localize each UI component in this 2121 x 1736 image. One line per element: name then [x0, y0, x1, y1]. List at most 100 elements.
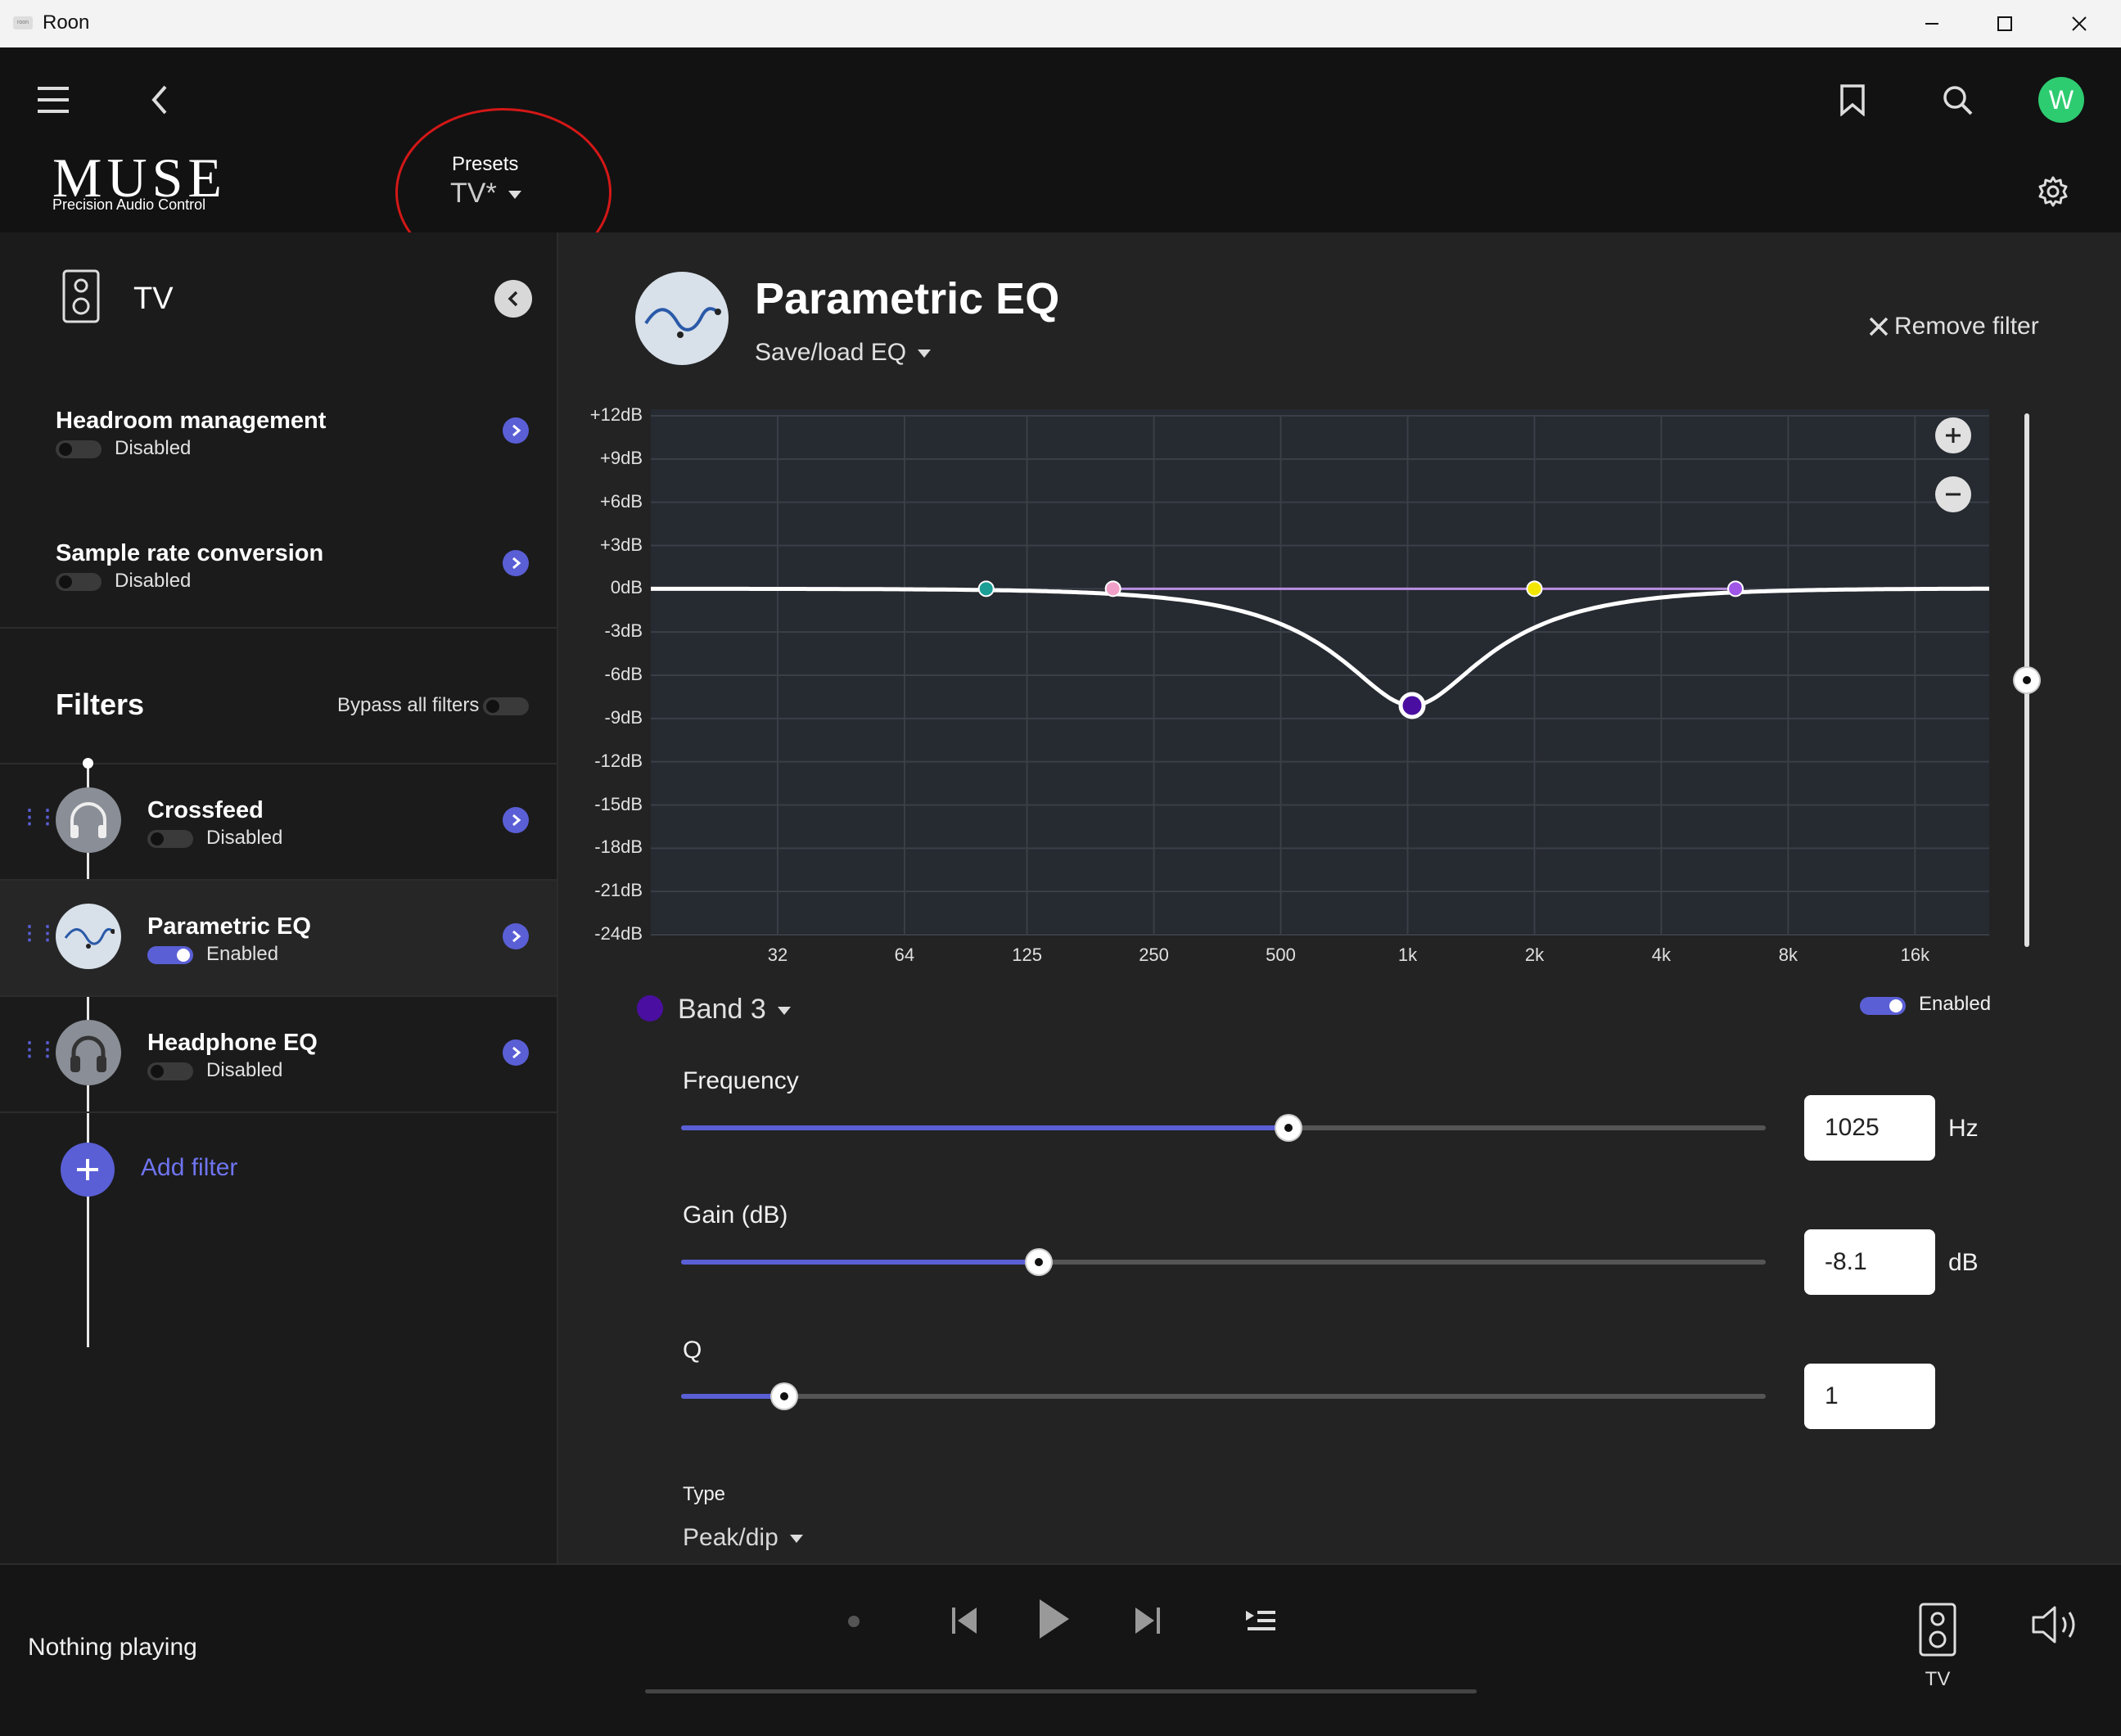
page-title: Parametric EQ	[755, 274, 1060, 323]
next-button[interactable]	[1133, 1604, 1162, 1641]
band-1-marker	[977, 580, 995, 597]
filter-status: Disabled	[206, 1059, 283, 1081]
headroom-toggle[interactable]	[56, 440, 102, 458]
q-slider[interactable]	[681, 1394, 1766, 1399]
y-tick-label: 0dB	[610, 577, 643, 598]
volume-button[interactable]	[2030, 1604, 2084, 1649]
hamburger-menu-button[interactable]	[36, 85, 70, 119]
remove-filter-label: Remove filter	[1894, 313, 2039, 340]
bypass-all-toggle[interactable]	[483, 697, 529, 715]
chevron-right-icon	[512, 424, 521, 437]
divider	[0, 627, 557, 629]
headroom-status: Disabled	[115, 437, 192, 459]
x-tick-label: 2k	[1524, 945, 1545, 965]
eq-graph-area[interactable]	[651, 409, 1989, 933]
chevron-left-icon	[508, 291, 518, 307]
filter-status: Disabled	[206, 827, 283, 849]
add-filter-link[interactable]: Add filter	[141, 1154, 238, 1181]
filter-item-headphone-eq[interactable]: ⋮⋮ Headphone EQ Disabled	[0, 997, 557, 1111]
q-input[interactable]: 1	[1804, 1364, 1935, 1429]
skip-previous-icon	[952, 1607, 977, 1634]
zoom-out-button[interactable]	[1935, 476, 1971, 512]
x-tick-label: 8k	[1778, 945, 1798, 965]
caret-down-icon	[789, 1535, 803, 1544]
graph-vertical-slider-thumb[interactable]	[2015, 668, 2039, 692]
divider	[0, 879, 557, 881]
y-tick-label: +6dB	[600, 490, 643, 512]
y-tick-label: +3dB	[600, 534, 643, 555]
drag-handle-icon[interactable]: ⋮⋮	[20, 1039, 57, 1061]
search-button[interactable]	[1942, 84, 1974, 121]
maximize-button[interactable]	[1967, 0, 2042, 47]
window-title: Roon	[43, 11, 90, 34]
previous-button[interactable]	[950, 1604, 979, 1641]
bookmark-icon	[1840, 84, 1865, 117]
y-tick-label: +12dB	[589, 404, 643, 425]
minimize-button[interactable]	[1894, 0, 1970, 47]
q-label: Q	[683, 1337, 702, 1364]
zoom-in-button[interactable]	[1935, 417, 1971, 453]
queue-button[interactable]	[1244, 1607, 1277, 1638]
gain-input[interactable]: -8.1	[1804, 1229, 1935, 1295]
headphone-eq-icon	[56, 1020, 121, 1085]
crossfeed-toggle[interactable]	[147, 830, 193, 848]
parametric-eq-toggle[interactable]	[147, 946, 193, 964]
drag-handle-icon[interactable]: ⋮⋮	[20, 806, 57, 828]
filter-item-crossfeed[interactable]: ⋮⋮ Crossfeed Disabled	[0, 764, 557, 879]
sample-rate-title: Sample rate conversion	[56, 540, 324, 566]
headphone-eq-open-button[interactable]	[503, 1039, 529, 1066]
now-playing-status: Nothing playing	[28, 1634, 197, 1661]
app-header	[0, 47, 2121, 232]
sample-rate-open-button[interactable]	[503, 550, 529, 576]
divider	[0, 1111, 557, 1113]
eq-response-curve	[651, 586, 1989, 708]
drag-handle-icon[interactable]: ⋮⋮	[20, 922, 57, 945]
filter-type-dropdown[interactable]: Peak/dip	[683, 1524, 803, 1552]
sample-rate-toggle[interactable]	[56, 573, 102, 591]
q-slider-thumb[interactable]	[771, 1384, 797, 1409]
filter-item-parametric-eq[interactable]: ⋮⋮ Parametric EQ Enabled	[0, 881, 557, 995]
crossfeed-open-button[interactable]	[503, 807, 529, 833]
frequency-slider-thumb[interactable]	[1276, 1116, 1301, 1140]
parametric-eq-open-button[interactable]	[503, 923, 529, 949]
bookmark-button[interactable]	[1839, 83, 1866, 120]
gain-slider-thumb[interactable]	[1027, 1250, 1052, 1274]
settings-button[interactable]	[2037, 175, 2069, 212]
frequency-input[interactable]: 1025	[1804, 1095, 1935, 1161]
band-enabled-toggle[interactable]	[1860, 997, 1906, 1015]
headphone-eq-toggle[interactable]	[147, 1062, 193, 1080]
close-window-button[interactable]	[2042, 0, 2117, 47]
play-button[interactable]	[1036, 1596, 1072, 1646]
x-tick-label: 16k	[1900, 945, 1930, 965]
y-tick-label: -12dB	[594, 750, 643, 771]
save-load-eq-dropdown[interactable]: Save/load EQ	[755, 339, 932, 367]
player-bar	[0, 1563, 2121, 1736]
filter-chain-start-dot	[83, 758, 93, 769]
y-tick-label: -6dB	[604, 664, 643, 684]
user-avatar[interactable]: W	[2038, 77, 2084, 123]
band-2-marker	[1104, 580, 1121, 597]
band-dropdown[interactable]: Band 3	[678, 994, 791, 1026]
q-slider-fill	[681, 1394, 784, 1399]
gain-slider[interactable]	[681, 1260, 1766, 1265]
x-tick-label: 125	[1012, 945, 1042, 965]
remove-filter-button[interactable]: Remove filter	[1868, 313, 2039, 340]
dsp-sidebar: TV Headroom management Disabled Sample r…	[0, 232, 558, 1563]
back-button[interactable]	[147, 83, 172, 120]
x-tick-label: 500	[1266, 945, 1296, 965]
gear-icon	[2038, 176, 2068, 207]
y-tick-label: -15dB	[594, 793, 643, 814]
x-tick-label: 32	[767, 945, 788, 965]
seek-bar[interactable]	[645, 1689, 1477, 1693]
maximize-icon	[1997, 16, 2012, 31]
parametric-eq-icon	[56, 904, 121, 969]
zone-label: TV	[1925, 1668, 1951, 1690]
add-filter-button[interactable]	[61, 1143, 115, 1197]
headroom-open-button[interactable]	[503, 417, 529, 444]
band-4-marker	[1526, 580, 1543, 597]
zone-selector-button[interactable]	[1919, 1603, 1956, 1661]
queue-icon	[1246, 1611, 1275, 1630]
search-icon	[1943, 86, 1973, 115]
bypass-label: Bypass all filters	[337, 694, 480, 716]
collapse-sidebar-button[interactable]	[494, 280, 532, 318]
